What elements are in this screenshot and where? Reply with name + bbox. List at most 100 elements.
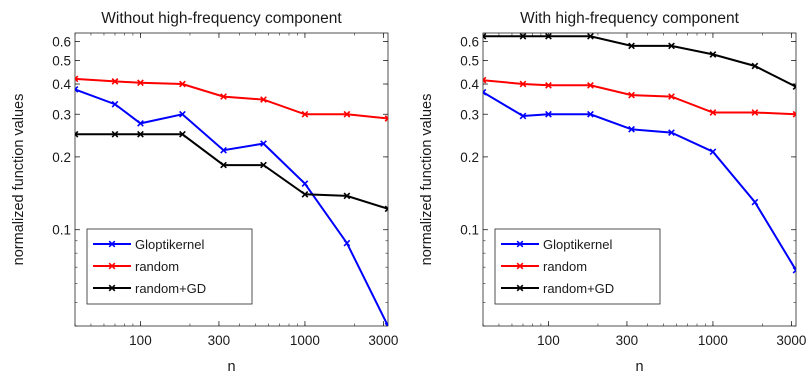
data-point [668,93,675,100]
data-point [220,146,227,154]
data-point [260,140,267,147]
y-tick-label: 0.6 [460,34,479,49]
data-point [628,42,635,50]
y-tick-label: 0.2 [460,150,479,165]
data-point [792,110,796,118]
y-tick-label: 0.6 [52,34,71,49]
legend: Gloptikernel random random+GD [494,228,661,305]
legend-item: random [93,259,179,274]
data-point [668,129,675,136]
data-point [137,79,144,87]
data-point [137,120,144,127]
legend-item: random [501,259,587,274]
data-point [301,110,309,118]
data-point [709,51,717,58]
data-point [545,33,552,40]
legend-label: Gloptikernel [135,237,204,252]
data-point [179,130,186,138]
legend-item: random+GD [93,281,206,296]
series-line [75,133,388,210]
y-tick-label: 0.4 [460,77,479,92]
series-line [75,77,388,120]
data-point [587,110,594,118]
data-point [483,33,487,40]
axes-box [482,32,797,327]
data-point [545,110,552,118]
data-point [220,93,227,100]
data-point [343,239,351,247]
data-point [751,109,759,116]
data-point [628,125,635,133]
legend-label: Gloptikernel [543,237,612,252]
x-tick-label: 100 [537,333,560,348]
series-gloptikernel [483,88,796,274]
data-point [260,161,267,169]
series-random-gd [483,33,796,91]
data-point [519,80,527,88]
y-tick-label: 0.4 [52,77,71,92]
chart-title: Without high-frequency component [101,10,342,27]
legend-label: random [543,259,587,274]
data-point [792,266,796,274]
x-axis-label: n [635,359,643,375]
data-point [111,130,119,138]
data-point [343,110,351,118]
legend-label: random+GD [543,281,614,296]
legend-label: random [135,259,179,274]
data-point [111,100,119,108]
chart-panel-2: 100 300 1000 3000 0.1 0.2 0.3 0.4 0.5 0.6 With hig… [419,10,806,375]
data-point [260,96,267,103]
y-tick-label: 0.2 [52,150,71,165]
data-point [709,148,717,156]
legend: Gloptikernel random random+GD [86,228,253,305]
data-point [343,192,351,200]
series-line [483,79,796,116]
y-axis-label: normalized function values [11,94,27,266]
data-point [179,110,186,118]
data-point [519,33,527,40]
data-point [75,86,79,93]
y-tick-label: 0.5 [52,54,71,69]
data-point [483,76,487,84]
y-tick-label: 0.1 [460,223,479,238]
series-random [483,76,796,118]
data-point [587,33,594,40]
data-point [483,88,487,96]
y-tick-label: 0.3 [460,107,479,122]
x-tick-label: 300 [616,333,639,348]
data-point [137,130,144,138]
data-point [111,78,119,85]
data-point [75,75,79,83]
data-point [384,205,388,213]
data-point [628,91,635,99]
series-line [483,35,796,88]
y-tick-label: 0.1 [52,223,71,238]
data-point [179,80,186,88]
chart-title: With high-frequency component [520,10,740,27]
series-random [75,75,388,122]
legend-item: Gloptikernel [501,237,612,252]
y-tick-label: 0.5 [460,54,479,69]
data-point [75,130,79,138]
data-point [519,112,527,120]
x-tick-label: 100 [129,333,152,348]
data-point [668,42,675,50]
y-axis-label: normalized function values [419,94,435,266]
series-gloptikernel [75,86,388,326]
x-tick-label: 300 [208,333,231,348]
data-point [384,322,388,326]
data-point [384,115,388,122]
x-axis-label: n [227,359,235,375]
y-tick-label: 0.3 [52,107,71,122]
data-point [709,109,717,116]
x-tick-label: 1000 [698,333,728,348]
chart-panel-1: 100 300 1000 3000 0.1 0.2 0.3 0.4 0.5 0.6 Without … [11,10,398,375]
data-point [587,81,594,89]
series-random-gd [75,130,388,213]
x-tick-label: 1000 [290,333,320,348]
x-tick-label: 3000 [368,333,398,348]
data-point [220,161,227,169]
legend-item: random+GD [501,281,614,296]
legend-label: random+GD [135,281,206,296]
